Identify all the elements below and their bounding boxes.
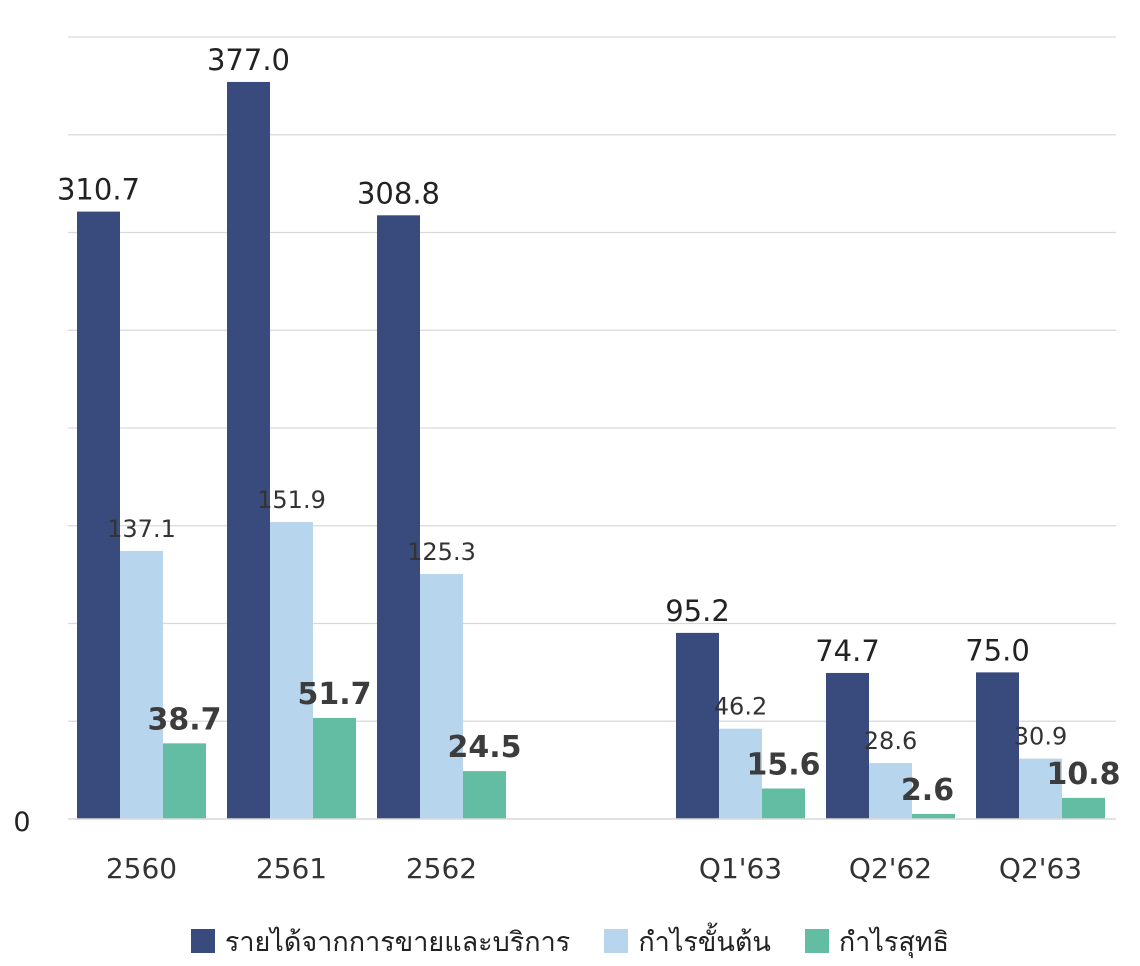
data-label: 377.0 bbox=[207, 43, 290, 77]
x-tick-label: 2561 bbox=[256, 852, 327, 885]
bar bbox=[227, 81, 270, 820]
bar bbox=[826, 672, 869, 819]
legend-item-gross-profit: กำไรขั้นต้น bbox=[604, 920, 771, 963]
bar bbox=[1062, 797, 1105, 819]
data-label: 308.8 bbox=[357, 176, 440, 210]
x-tick-label: Q2'62 bbox=[849, 852, 932, 885]
data-label: 310.7 bbox=[57, 173, 140, 207]
bar bbox=[912, 813, 955, 819]
data-label: 24.5 bbox=[447, 730, 521, 765]
legend: รายได้จากการขายและบริการ กำไรขั้นต้น กำไ… bbox=[0, 916, 1140, 966]
bar bbox=[463, 771, 506, 819]
data-label: 137.1 bbox=[107, 515, 176, 543]
data-label: 74.7 bbox=[815, 634, 880, 668]
legend-item-revenue: รายได้จากการขายและบริการ bbox=[190, 920, 571, 963]
legend-swatch-gross-profit bbox=[604, 929, 629, 953]
bar bbox=[377, 215, 420, 819]
data-label: 151.9 bbox=[257, 486, 326, 514]
x-tick-label: Q1'63 bbox=[699, 852, 782, 885]
bar bbox=[719, 728, 762, 819]
data-label: 10.8 bbox=[1046, 757, 1120, 792]
data-label: 38.7 bbox=[147, 702, 221, 737]
x-tick-label: 2562 bbox=[406, 852, 477, 885]
x-tick-label: 2560 bbox=[106, 852, 177, 885]
data-label: 15.6 bbox=[746, 748, 820, 783]
data-label: 75.0 bbox=[965, 633, 1030, 667]
legend-swatch-net-profit bbox=[804, 929, 829, 953]
bar bbox=[77, 211, 120, 820]
bar bbox=[762, 788, 805, 819]
data-label: 28.6 bbox=[864, 727, 917, 755]
data-label: 46.2 bbox=[714, 693, 767, 721]
data-labels: 310.7 137.1 38.7 377.0 151.9 51.7 308.8 125.3 24… bbox=[57, 43, 1121, 808]
legend-label-net-profit: กำไรสุทธิ bbox=[838, 926, 950, 958]
data-label: 2.6 bbox=[901, 773, 954, 808]
bar bbox=[420, 574, 463, 819]
bar bbox=[163, 743, 206, 819]
bar bbox=[313, 717, 356, 819]
legend-label-revenue: รายได้จากการขายและบริการ bbox=[224, 926, 571, 958]
bars bbox=[77, 81, 1105, 820]
legend-item-net-profit: กำไรสุทธิ bbox=[804, 920, 950, 963]
legend-swatch-revenue bbox=[190, 929, 215, 953]
x-tick-label: Q2'63 bbox=[999, 852, 1082, 885]
bar bbox=[869, 763, 912, 819]
bar bbox=[676, 632, 719, 819]
data-label: 51.7 bbox=[297, 677, 371, 712]
y-tick-label: 0 bbox=[13, 807, 30, 838]
bar bbox=[120, 550, 163, 819]
legend-label-gross-profit: กำไรขั้นต้น bbox=[638, 926, 771, 958]
data-label: 30.9 bbox=[1014, 723, 1067, 751]
data-label: 125.3 bbox=[407, 538, 476, 566]
bar bbox=[976, 672, 1019, 819]
data-label: 95.2 bbox=[665, 594, 730, 628]
gridlines bbox=[68, 36, 1116, 722]
bar bbox=[1019, 758, 1062, 819]
bar bbox=[270, 522, 313, 819]
x-axis: 0 2560 2561 2562 Q1'63 Q2'62 Q2'63 bbox=[13, 807, 1116, 885]
